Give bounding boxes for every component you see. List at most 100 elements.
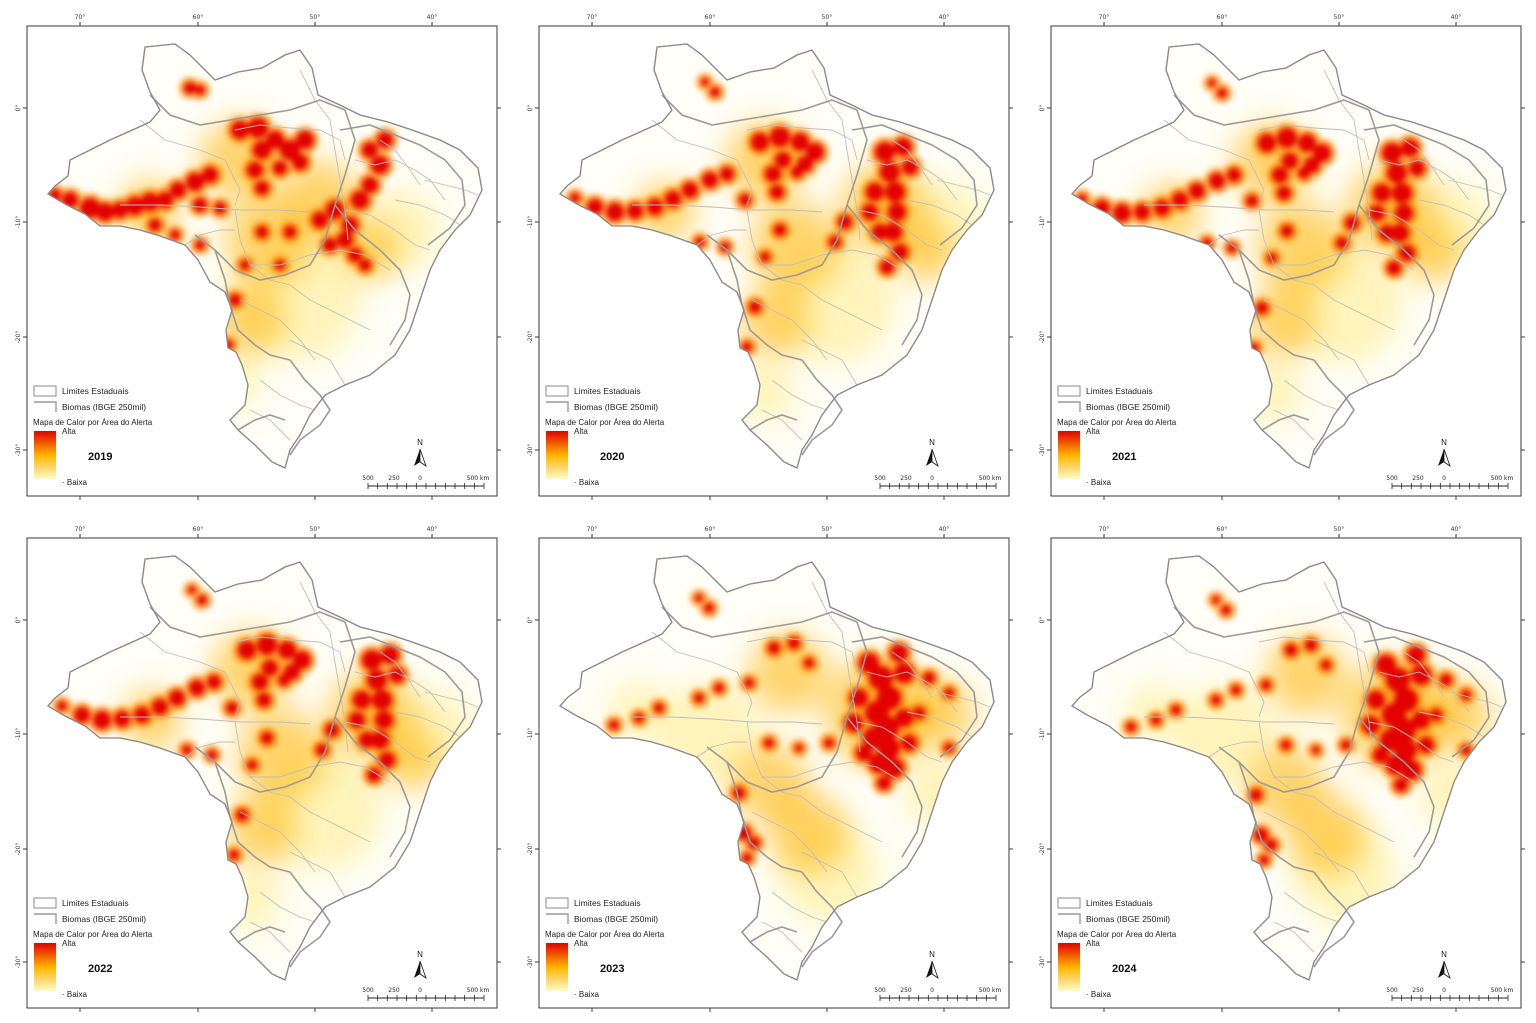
north-arrow-left xyxy=(1438,449,1444,466)
longitude-label: 40° xyxy=(427,14,438,21)
map-legend: Limites Estaduais Biomas (IBGE 250mil) Map… xyxy=(1057,385,1177,487)
map-panel: 70° 60° 50° 40° 0° -10° -20° -30° Limites Estadu… xyxy=(1024,0,1536,511)
state-boundary xyxy=(1313,796,1395,843)
heat-spot-high xyxy=(1277,186,1291,200)
heat-spot-high xyxy=(1254,828,1268,842)
heat-spot-high xyxy=(609,720,619,730)
north-arrow-icon: N xyxy=(926,438,939,467)
scale-label: 0 xyxy=(1442,475,1446,482)
heat-spot-high xyxy=(775,152,791,168)
heat-spot-high xyxy=(149,219,161,231)
north-label: N xyxy=(417,950,423,959)
state-boundary xyxy=(1263,811,1340,873)
biome-boundary xyxy=(749,414,798,431)
heat-spot-high xyxy=(1258,134,1276,152)
state-boundary xyxy=(751,811,828,873)
heat-spot-high xyxy=(570,193,580,203)
state-boundary xyxy=(424,179,479,196)
heat-spot-high xyxy=(214,202,226,214)
state-boundary xyxy=(394,711,461,738)
heat-spot-high xyxy=(253,141,271,159)
heat-spot-high xyxy=(257,693,271,707)
legend-heat-title: Mapa de Calor por Área do Alerta xyxy=(33,930,153,939)
legend-biomes-swatch xyxy=(34,401,57,412)
legend-states-swatch xyxy=(1057,385,1081,397)
year-label: 2020 xyxy=(600,451,624,463)
legend-heat-title: Mapa de Calor por Área do Alerta xyxy=(1057,418,1177,427)
heat-spot-high xyxy=(1212,596,1220,604)
north-arrow-right xyxy=(931,960,939,979)
heat-spot-high xyxy=(1154,200,1170,216)
heat-spot-high xyxy=(768,642,780,654)
state-boundary xyxy=(1163,119,1265,206)
heat-spot-high xyxy=(381,646,399,664)
legend-color-ramp xyxy=(1058,431,1080,479)
state-boundary xyxy=(249,409,291,441)
heat-spot-high xyxy=(362,142,378,158)
state-boundary xyxy=(1403,651,1445,698)
scale-label: 500 km xyxy=(467,987,490,994)
heat-spot-high xyxy=(866,183,884,201)
heat-spot-high xyxy=(1227,168,1241,182)
state-boundary xyxy=(1274,761,1415,783)
state-boundary xyxy=(762,761,903,783)
legend-heat-title: Mapa de Calor por Área do Alerta xyxy=(545,418,665,427)
state-boundary xyxy=(1403,139,1445,186)
heat-spot-high xyxy=(1440,674,1452,686)
heat-spot-high xyxy=(1298,167,1310,179)
scale-label: 500 xyxy=(362,475,374,482)
map-legend: Limites Estaduais Biomas (IBGE 250mil) Map… xyxy=(33,897,153,999)
biome-boundary xyxy=(1313,871,1355,968)
heat-spot-high xyxy=(1341,740,1351,750)
latitude-label: 0° xyxy=(527,105,534,112)
heat-spot-mid xyxy=(1286,795,1366,875)
legend-high-label: Alta xyxy=(1086,939,1100,948)
country-border xyxy=(46,43,483,469)
heat-spot-mid xyxy=(769,793,849,873)
heat-spot-high xyxy=(1171,705,1181,715)
scale-label: 0 xyxy=(418,987,422,994)
longitude-label: 70° xyxy=(587,526,598,533)
longitude-label: 60° xyxy=(705,14,716,21)
map-legend: Limites Estaduais Biomas (IBGE 250mil) Map… xyxy=(545,897,665,999)
country-border xyxy=(1070,43,1507,469)
scale-label: 500 xyxy=(874,987,886,994)
biome-boundary xyxy=(846,716,923,858)
legend-high-label: Alta xyxy=(62,427,76,436)
map-legend: Limites Estaduais Biomas (IBGE 250mil) Map… xyxy=(33,385,153,487)
heat-spot-high xyxy=(1267,253,1277,263)
heat-hot xyxy=(1077,79,1425,353)
biome-boundary xyxy=(214,761,291,873)
heat-spot-high xyxy=(1113,204,1131,222)
heat-spot-high xyxy=(665,191,681,207)
state-boundary xyxy=(811,581,843,633)
north-arrow-icon: N xyxy=(1438,438,1451,467)
north-label: N xyxy=(929,438,935,447)
biome-boundary xyxy=(339,636,466,758)
state-boundary xyxy=(866,671,958,713)
heat-spot-high xyxy=(266,131,284,149)
biome-boundary xyxy=(661,606,868,793)
latitude-label: -30° xyxy=(15,956,22,969)
legend-biomes-label: Biomas (IBGE 250mil) xyxy=(574,402,658,412)
state-boundary xyxy=(1448,179,1503,196)
longitude-label: 50° xyxy=(822,526,833,533)
state-boundary xyxy=(1368,721,1455,763)
north-arrow-left xyxy=(414,449,420,466)
state-boundary xyxy=(1323,69,1355,121)
heat-spot-high xyxy=(702,172,718,188)
heat-spot-high xyxy=(1250,789,1262,801)
heat-spot-high xyxy=(141,193,159,211)
biome-boundary xyxy=(334,204,411,346)
state-boundary xyxy=(936,179,991,196)
state-boundary xyxy=(696,741,747,758)
legend-low-label: · Baixa xyxy=(574,990,599,999)
heat-spot-high xyxy=(261,732,273,744)
heat-spot-high xyxy=(923,672,935,684)
heat-spot-high xyxy=(170,230,180,240)
state-boundary xyxy=(1313,339,1370,386)
scale-bar: 500 250 0 500 km xyxy=(874,987,1001,1001)
heat-spot-high xyxy=(256,226,268,238)
heat-spot-high xyxy=(231,121,249,139)
biome-boundary xyxy=(1261,414,1310,431)
